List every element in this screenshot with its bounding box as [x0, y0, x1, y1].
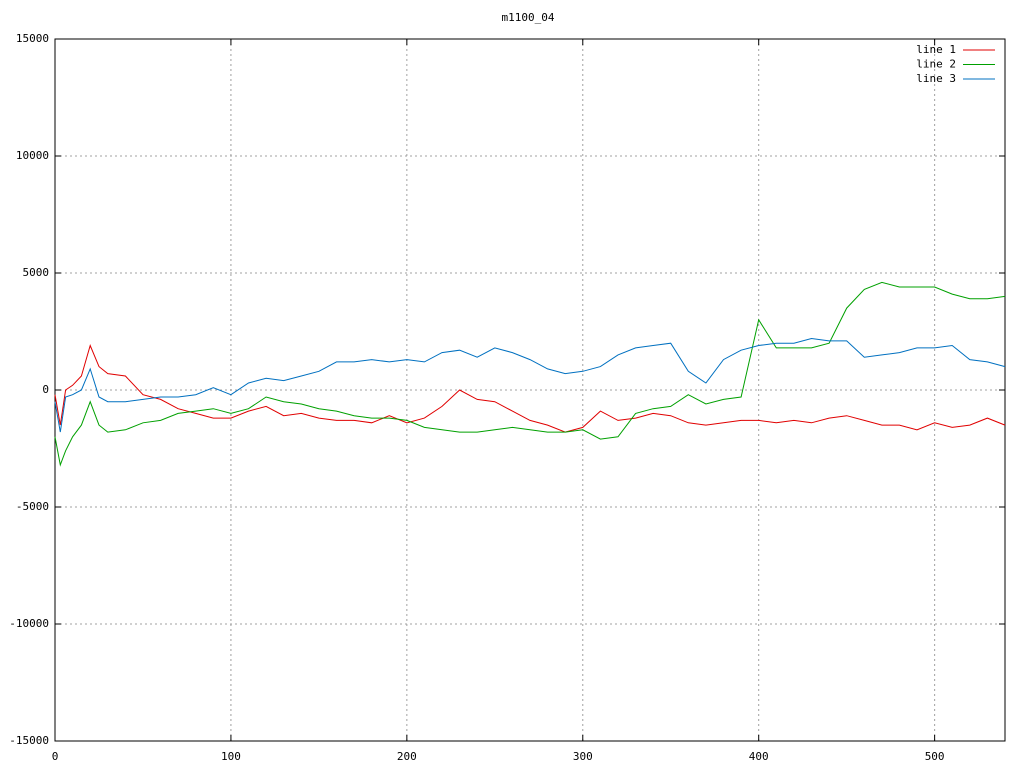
- legend-label: line 3: [916, 72, 956, 85]
- x-tick-label: 0: [52, 750, 59, 763]
- x-tick-label: 500: [925, 750, 945, 763]
- y-tick-label: -10000: [9, 617, 49, 630]
- plot-frame: [54, 38, 1006, 742]
- x-tick-label: 100: [221, 750, 241, 763]
- x-tick-label: 400: [749, 750, 769, 763]
- y-tick-label: 10000: [16, 149, 49, 162]
- legend-label: line 1: [916, 43, 956, 56]
- legend-label: line 2: [916, 58, 956, 71]
- data-line: [54, 343, 1006, 433]
- y-tick-label: -5000: [16, 500, 49, 513]
- chart-title: m1100_04: [502, 11, 555, 24]
- y-tick-label: 15000: [16, 32, 49, 45]
- data-line: [54, 281, 1006, 467]
- x-tick-label: 200: [397, 750, 417, 763]
- x-tick-label: 300: [573, 750, 593, 763]
- y-tick-label: 5000: [23, 266, 50, 279]
- data-line: [54, 337, 1006, 433]
- y-tick-label: -15000: [9, 734, 49, 747]
- y-tick-label: 0: [42, 383, 49, 396]
